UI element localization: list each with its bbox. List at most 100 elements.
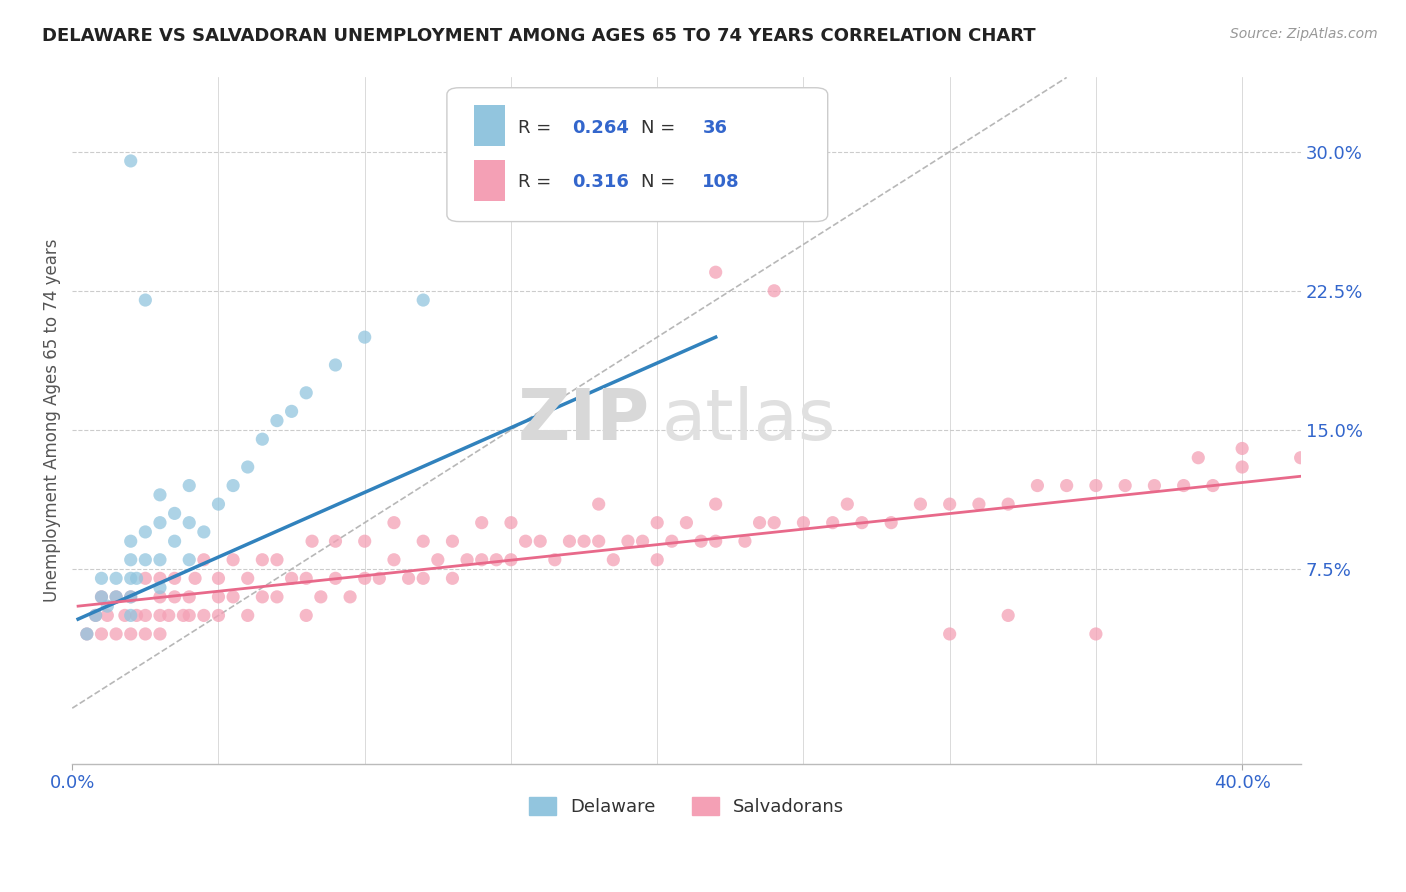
- Point: [114, 608, 136, 623]
- Point: [938, 497, 960, 511]
- Point: [572, 534, 595, 549]
- Point: [382, 516, 405, 530]
- Point: [149, 553, 172, 567]
- Point: [1084, 478, 1107, 492]
- Point: [105, 627, 128, 641]
- Point: [763, 284, 786, 298]
- Point: [645, 553, 668, 567]
- Point: [163, 590, 186, 604]
- Point: [967, 497, 990, 511]
- Point: [172, 608, 194, 623]
- Point: [90, 590, 112, 604]
- Point: [84, 608, 107, 623]
- Point: [252, 553, 274, 567]
- Point: [207, 497, 229, 511]
- Point: [938, 627, 960, 641]
- Point: [1143, 478, 1166, 492]
- Point: [134, 627, 156, 641]
- Point: [207, 590, 229, 604]
- Text: 0.264: 0.264: [572, 119, 628, 136]
- Text: Source: ZipAtlas.com: Source: ZipAtlas.com: [1230, 27, 1378, 41]
- Text: N =: N =: [641, 173, 681, 192]
- Point: [1202, 478, 1225, 492]
- Text: R =: R =: [519, 173, 557, 192]
- Point: [252, 432, 274, 446]
- Point: [515, 534, 537, 549]
- Point: [617, 534, 640, 549]
- Point: [1026, 478, 1049, 492]
- Point: [236, 608, 259, 623]
- Point: [997, 608, 1019, 623]
- Point: [163, 571, 186, 585]
- Point: [661, 534, 683, 549]
- Point: [157, 608, 180, 623]
- Point: [90, 571, 112, 585]
- Point: [149, 571, 172, 585]
- Point: [125, 571, 148, 585]
- Point: [193, 608, 215, 623]
- Point: [266, 590, 288, 604]
- Point: [207, 571, 229, 585]
- Point: [499, 553, 522, 567]
- Point: [149, 516, 172, 530]
- Point: [441, 571, 464, 585]
- Point: [149, 608, 172, 623]
- Point: [353, 330, 375, 344]
- Point: [588, 497, 610, 511]
- Point: [690, 534, 713, 549]
- Point: [120, 571, 142, 585]
- Y-axis label: Unemployment Among Ages 65 to 74 years: Unemployment Among Ages 65 to 74 years: [44, 239, 60, 602]
- Point: [1230, 460, 1253, 475]
- Point: [149, 590, 172, 604]
- Point: [134, 553, 156, 567]
- Point: [1289, 450, 1312, 465]
- Point: [76, 627, 98, 641]
- Point: [1173, 478, 1195, 492]
- Point: [602, 553, 624, 567]
- Point: [120, 590, 142, 604]
- Point: [134, 524, 156, 539]
- Point: [704, 265, 727, 279]
- Legend: Delaware, Salvadorans: Delaware, Salvadorans: [522, 789, 852, 823]
- Text: R =: R =: [519, 119, 557, 136]
- Point: [426, 553, 449, 567]
- Point: [236, 571, 259, 585]
- Point: [105, 590, 128, 604]
- Point: [821, 516, 844, 530]
- Point: [412, 534, 434, 549]
- Text: DELAWARE VS SALVADORAN UNEMPLOYMENT AMONG AGES 65 TO 74 YEARS CORRELATION CHART: DELAWARE VS SALVADORAN UNEMPLOYMENT AMON…: [42, 27, 1036, 45]
- Point: [179, 553, 201, 567]
- Point: [96, 599, 118, 614]
- FancyBboxPatch shape: [447, 87, 828, 221]
- Point: [120, 608, 142, 623]
- Point: [997, 497, 1019, 511]
- Point: [90, 590, 112, 604]
- Point: [179, 516, 201, 530]
- Point: [163, 507, 186, 521]
- Bar: [474, 160, 505, 201]
- Point: [456, 553, 478, 567]
- Point: [207, 608, 229, 623]
- Point: [792, 516, 814, 530]
- Point: [236, 460, 259, 475]
- Point: [544, 553, 567, 567]
- Point: [368, 571, 391, 585]
- Point: [851, 516, 873, 530]
- Point: [149, 581, 172, 595]
- Point: [645, 516, 668, 530]
- Point: [734, 534, 756, 549]
- Point: [149, 627, 172, 641]
- Point: [76, 627, 98, 641]
- Point: [325, 534, 347, 549]
- Point: [120, 590, 142, 604]
- Point: [588, 534, 610, 549]
- Point: [149, 488, 172, 502]
- Text: 0.316: 0.316: [572, 173, 628, 192]
- Point: [134, 608, 156, 623]
- Point: [184, 571, 207, 585]
- Point: [353, 534, 375, 549]
- Point: [120, 153, 142, 168]
- Point: [266, 553, 288, 567]
- Point: [301, 534, 323, 549]
- Point: [398, 571, 420, 585]
